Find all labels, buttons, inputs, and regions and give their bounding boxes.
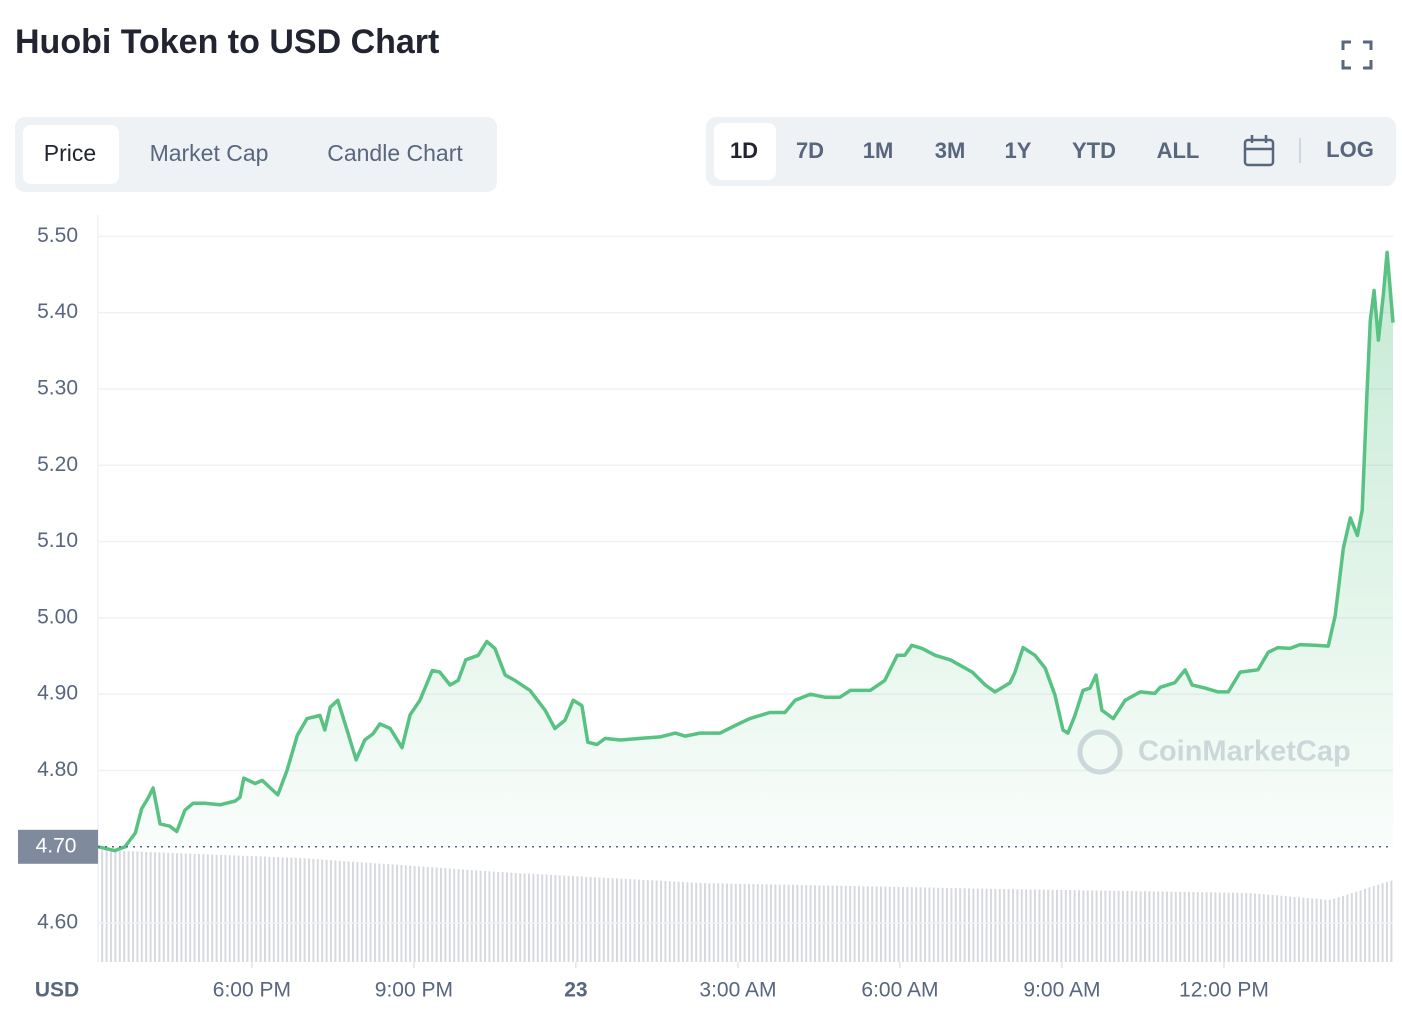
log-toggle[interactable]: LOG (1326, 137, 1374, 162)
x-tick-label: 9:00 PM (375, 979, 453, 1002)
x-tick-label: 6:00 AM (861, 979, 938, 1002)
y-tick-label: 5.50 (37, 224, 78, 247)
calendar-button[interactable] (1243, 135, 1275, 167)
y-tick-label: 5.20 (37, 453, 78, 476)
y-tick-label: 5.40 (37, 300, 78, 323)
active-tab-bg (23, 125, 119, 184)
active-range-bg (714, 123, 776, 180)
range-button[interactable]: ALL (1157, 138, 1200, 163)
y-tick-label: 4.80 (37, 758, 78, 781)
range-button[interactable]: 7D (796, 138, 824, 163)
range-button[interactable]: 1D (730, 138, 758, 163)
y-tick-label: 4.60 (37, 911, 78, 934)
x-tick-label: 6:00 PM (213, 979, 291, 1002)
x-tick-label: 23 (564, 979, 587, 1002)
x-tick-label: 12:00 PM (1179, 979, 1269, 1002)
range-button[interactable]: 1M (863, 138, 894, 163)
tab-bar (15, 117, 497, 192)
baseline-label-bg (18, 829, 98, 864)
chart: 4.60 4.80 4.90 5.00 5.10 5.20 5.30 5.40 5.50 6:00… (18, 215, 1395, 1002)
range-button[interactable]: 3M (935, 138, 966, 163)
range-button[interactable]: 1Y (1005, 138, 1032, 163)
y-tick-label: 5.00 (37, 605, 78, 628)
range-bar (706, 117, 1396, 186)
x-tick-label: 3:00 AM (699, 979, 776, 1002)
price-area (98, 252, 1393, 851)
y-tick-label: 5.30 (37, 377, 78, 400)
y-unit-label: USD (35, 979, 79, 1002)
range-button[interactable]: YTD (1072, 138, 1116, 163)
y-tick-label: 4.90 (37, 682, 78, 705)
page-title: Huobi Token to USD Chart (15, 23, 439, 61)
volume-bars (98, 850, 1393, 962)
fullscreen-button[interactable] (1341, 40, 1373, 70)
x-tick-label: 9:00 AM (1023, 979, 1100, 1002)
y-tick-label: 5.10 (37, 529, 78, 552)
baseline-label: 4.70 (36, 834, 77, 857)
tab[interactable]: Price (44, 140, 96, 166)
tab[interactable]: Market Cap (150, 140, 269, 166)
tab[interactable]: Candle Chart (327, 140, 463, 166)
price-line (97, 250, 1395, 853)
